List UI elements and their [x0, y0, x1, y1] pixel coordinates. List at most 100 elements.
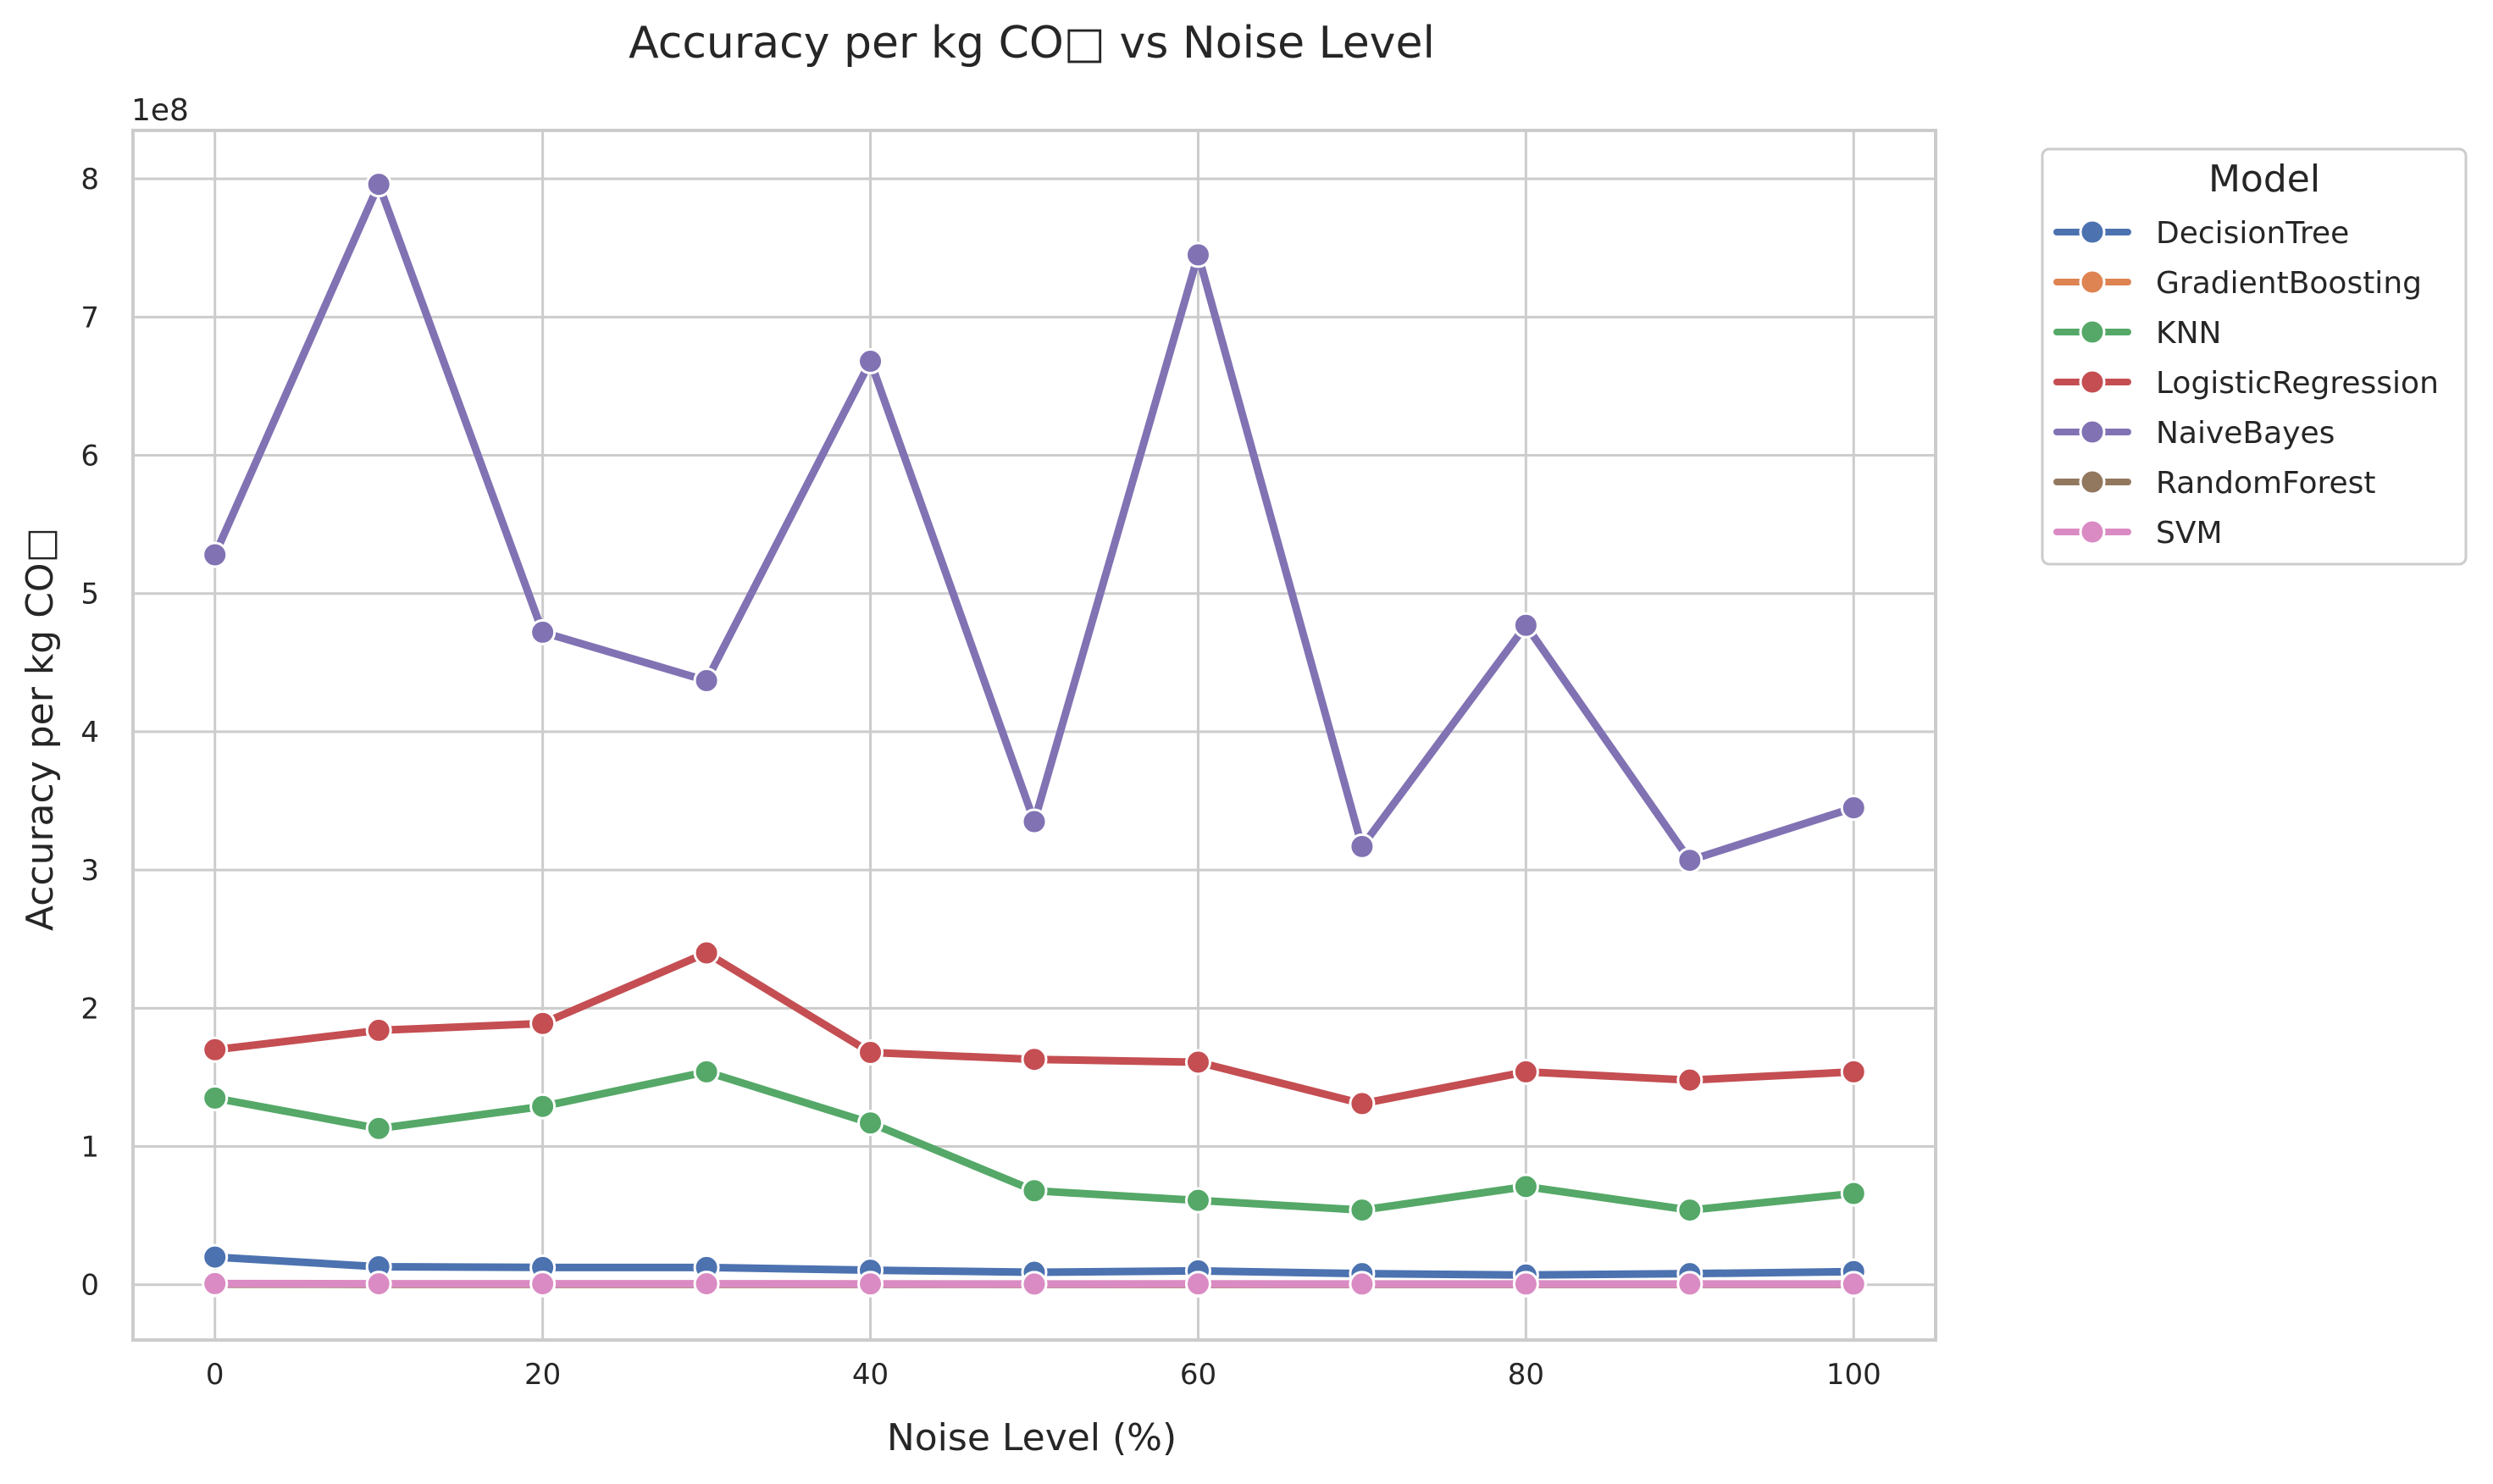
legend-swatch-marker — [2079, 219, 2106, 246]
data-point — [1840, 1271, 1867, 1298]
data-point — [1349, 833, 1376, 860]
y-tick-label: 7 — [80, 301, 99, 335]
data-point — [202, 1243, 229, 1271]
legend-label: RandomForest — [2156, 466, 2376, 501]
legend-swatch-marker — [2079, 418, 2106, 446]
legend-label: KNN — [2156, 316, 2221, 351]
series-lines — [202, 171, 1867, 1298]
data-point — [365, 171, 392, 198]
chart-title: Accuracy per kg CO□ vs Noise Level — [629, 18, 1435, 69]
data-point — [529, 1010, 557, 1037]
data-point — [202, 541, 229, 568]
data-point — [693, 939, 720, 966]
legend-item: RandomForest — [2053, 466, 2376, 501]
data-point — [529, 1271, 557, 1298]
x-tick-label: 100 — [1826, 1358, 1881, 1392]
data-point — [1676, 1066, 1704, 1094]
data-point — [365, 1271, 392, 1298]
x-tick-label: 60 — [1180, 1358, 1216, 1392]
data-point — [857, 1039, 884, 1066]
data-point — [1840, 1058, 1867, 1085]
data-point — [1184, 1187, 1211, 1214]
legend-swatch-marker — [2079, 318, 2106, 346]
y-tick-label: 8 — [80, 163, 99, 197]
data-point — [1676, 1197, 1704, 1224]
data-point — [1349, 1090, 1376, 1117]
y-tick-label: 0 — [80, 1269, 99, 1303]
x-tick-label: 20 — [524, 1358, 561, 1392]
data-point — [365, 1016, 392, 1044]
legend-swatch-marker — [2079, 468, 2106, 496]
data-point — [693, 667, 720, 695]
legend-swatch-marker — [2079, 269, 2106, 296]
series-naivebayes — [202, 171, 1867, 874]
x-tick-label: 40 — [852, 1358, 889, 1392]
legend-item: KNN — [2053, 316, 2221, 351]
legend-label: NaiveBayes — [2156, 416, 2335, 451]
data-point — [1512, 1058, 1539, 1085]
data-point — [1512, 1271, 1539, 1298]
data-point — [693, 1058, 720, 1085]
legend-label: DecisionTree — [2156, 216, 2349, 251]
legend-box — [2041, 147, 2468, 566]
y-tick-label: 1 — [80, 1131, 99, 1165]
data-point — [1676, 847, 1704, 874]
legend-label: LogisticRegression — [2156, 366, 2439, 401]
data-point — [1512, 1173, 1539, 1200]
y-tick-label: 6 — [80, 440, 99, 473]
legend-label: SVM — [2156, 516, 2223, 551]
data-point — [1184, 1271, 1211, 1298]
y-tick-label: 5 — [80, 578, 99, 612]
data-point — [693, 1271, 720, 1298]
data-point — [365, 1115, 392, 1142]
data-point — [1840, 1180, 1867, 1207]
legend-item: DecisionTree — [2053, 216, 2349, 251]
legend-title: Model — [2208, 158, 2320, 201]
data-point — [202, 1270, 229, 1297]
data-point — [1676, 1271, 1704, 1298]
y-axis-label: Accuracy per kg CO□ — [19, 528, 62, 931]
x-axis-label: Noise Level (%) — [887, 1416, 1177, 1459]
y-offset-label: 1e8 — [131, 93, 189, 128]
data-point — [529, 1093, 557, 1120]
y-tick-label: 3 — [80, 854, 99, 888]
y-tick-label: 4 — [80, 716, 99, 750]
legend-label: GradientBoosting — [2156, 266, 2422, 301]
data-point — [1184, 1049, 1211, 1076]
data-point — [1512, 612, 1539, 639]
x-tick-label: 0 — [206, 1358, 224, 1392]
data-point — [1184, 241, 1211, 269]
y-tick-label: 2 — [80, 992, 99, 1026]
data-point — [857, 348, 884, 375]
data-point — [1840, 795, 1867, 822]
legend-swatch-marker — [2079, 518, 2106, 545]
data-point — [1349, 1271, 1376, 1298]
series-knn — [202, 1058, 1867, 1224]
series-line — [211, 180, 1858, 865]
series-line — [211, 949, 1858, 1108]
legend-item: SVM — [2053, 516, 2223, 551]
legend: Model DecisionTree GradientBoosting KNN Log… — [2041, 147, 2468, 566]
series-logisticregression — [202, 939, 1867, 1117]
y-axis-ticks: 0 1 2 3 4 5 6 7 8 — [80, 163, 99, 1303]
plot-frame — [131, 129, 1937, 1342]
data-point — [529, 618, 557, 645]
data-point — [1021, 808, 1048, 835]
data-point — [202, 1084, 229, 1111]
data-point — [1021, 1046, 1048, 1073]
data-point — [857, 1110, 884, 1137]
x-tick-label: 80 — [1508, 1358, 1544, 1392]
legend-item: NaiveBayes — [2053, 416, 2335, 451]
gridlines — [133, 130, 1936, 1340]
data-point — [202, 1036, 229, 1063]
data-point — [857, 1271, 884, 1298]
data-point — [1021, 1271, 1048, 1298]
data-point — [1349, 1197, 1376, 1224]
legend-swatch-marker — [2079, 368, 2106, 396]
legend-item: LogisticRegression — [2053, 366, 2439, 401]
x-axis-ticks: 0 20 40 60 80 100 — [206, 1358, 1881, 1392]
data-point — [1021, 1177, 1048, 1204]
legend-item: GradientBoosting — [2053, 266, 2422, 301]
series-svm — [202, 1270, 1867, 1298]
